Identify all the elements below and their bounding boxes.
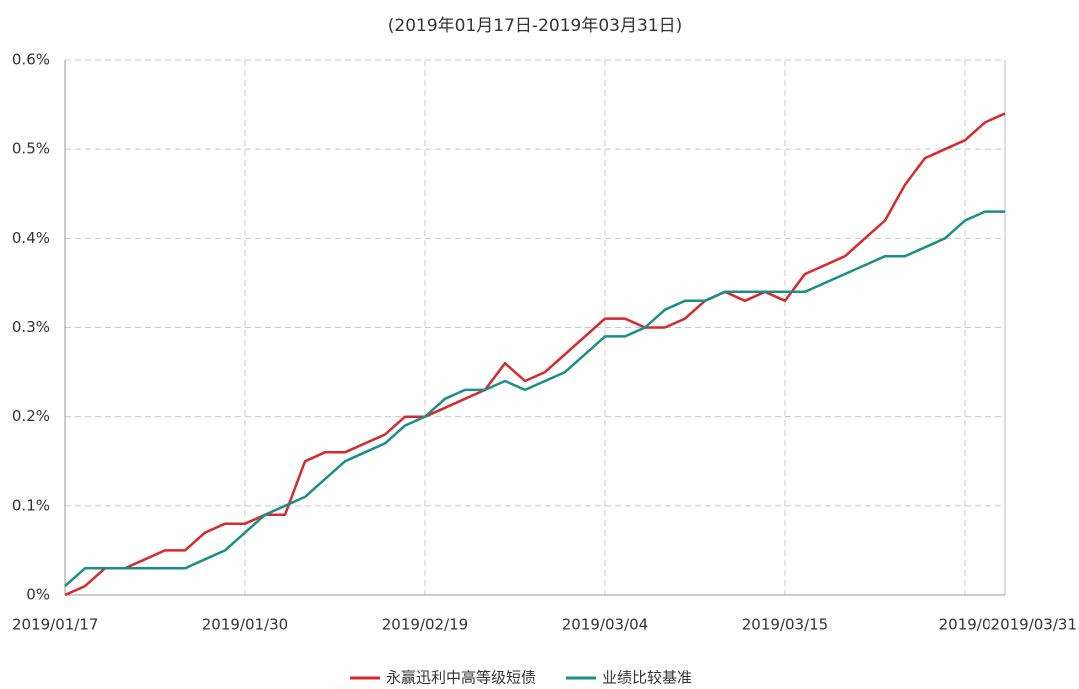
chart-title: (2019年01月17日-2019年03月31日) (388, 16, 682, 36)
series-line (64, 210, 1005, 588)
x-tick-label: 2019/02/19 (382, 616, 468, 634)
y-tick-label: 0.3% (12, 318, 50, 336)
label-background (989, 615, 1077, 634)
x-tick-label: 2019/03/04 (562, 616, 648, 634)
x-tick-label: 2019/03/15 (742, 616, 828, 634)
y-tick-label: 0.2% (12, 407, 50, 425)
x-tick-label: 2019/01/30 (202, 616, 288, 634)
y-tick-label: 0.1% (12, 496, 50, 514)
x-tick-label: 2019/03/31 (991, 616, 1077, 634)
legend-label: 永赢迅利中高等级短债 (386, 669, 536, 687)
y-tick-label: 0.6% (12, 51, 50, 69)
y-tick-label: 0% (26, 586, 50, 604)
legend-label: 业绩比较基准 (602, 669, 692, 687)
x-tick-label: 2019/01/17 (12, 616, 98, 634)
y-tick-label: 0.5% (12, 140, 50, 158)
y-tick-label: 0.4% (12, 229, 50, 247)
series-line (64, 112, 1006, 597)
x-tick-label: 2019/0 (939, 616, 992, 634)
